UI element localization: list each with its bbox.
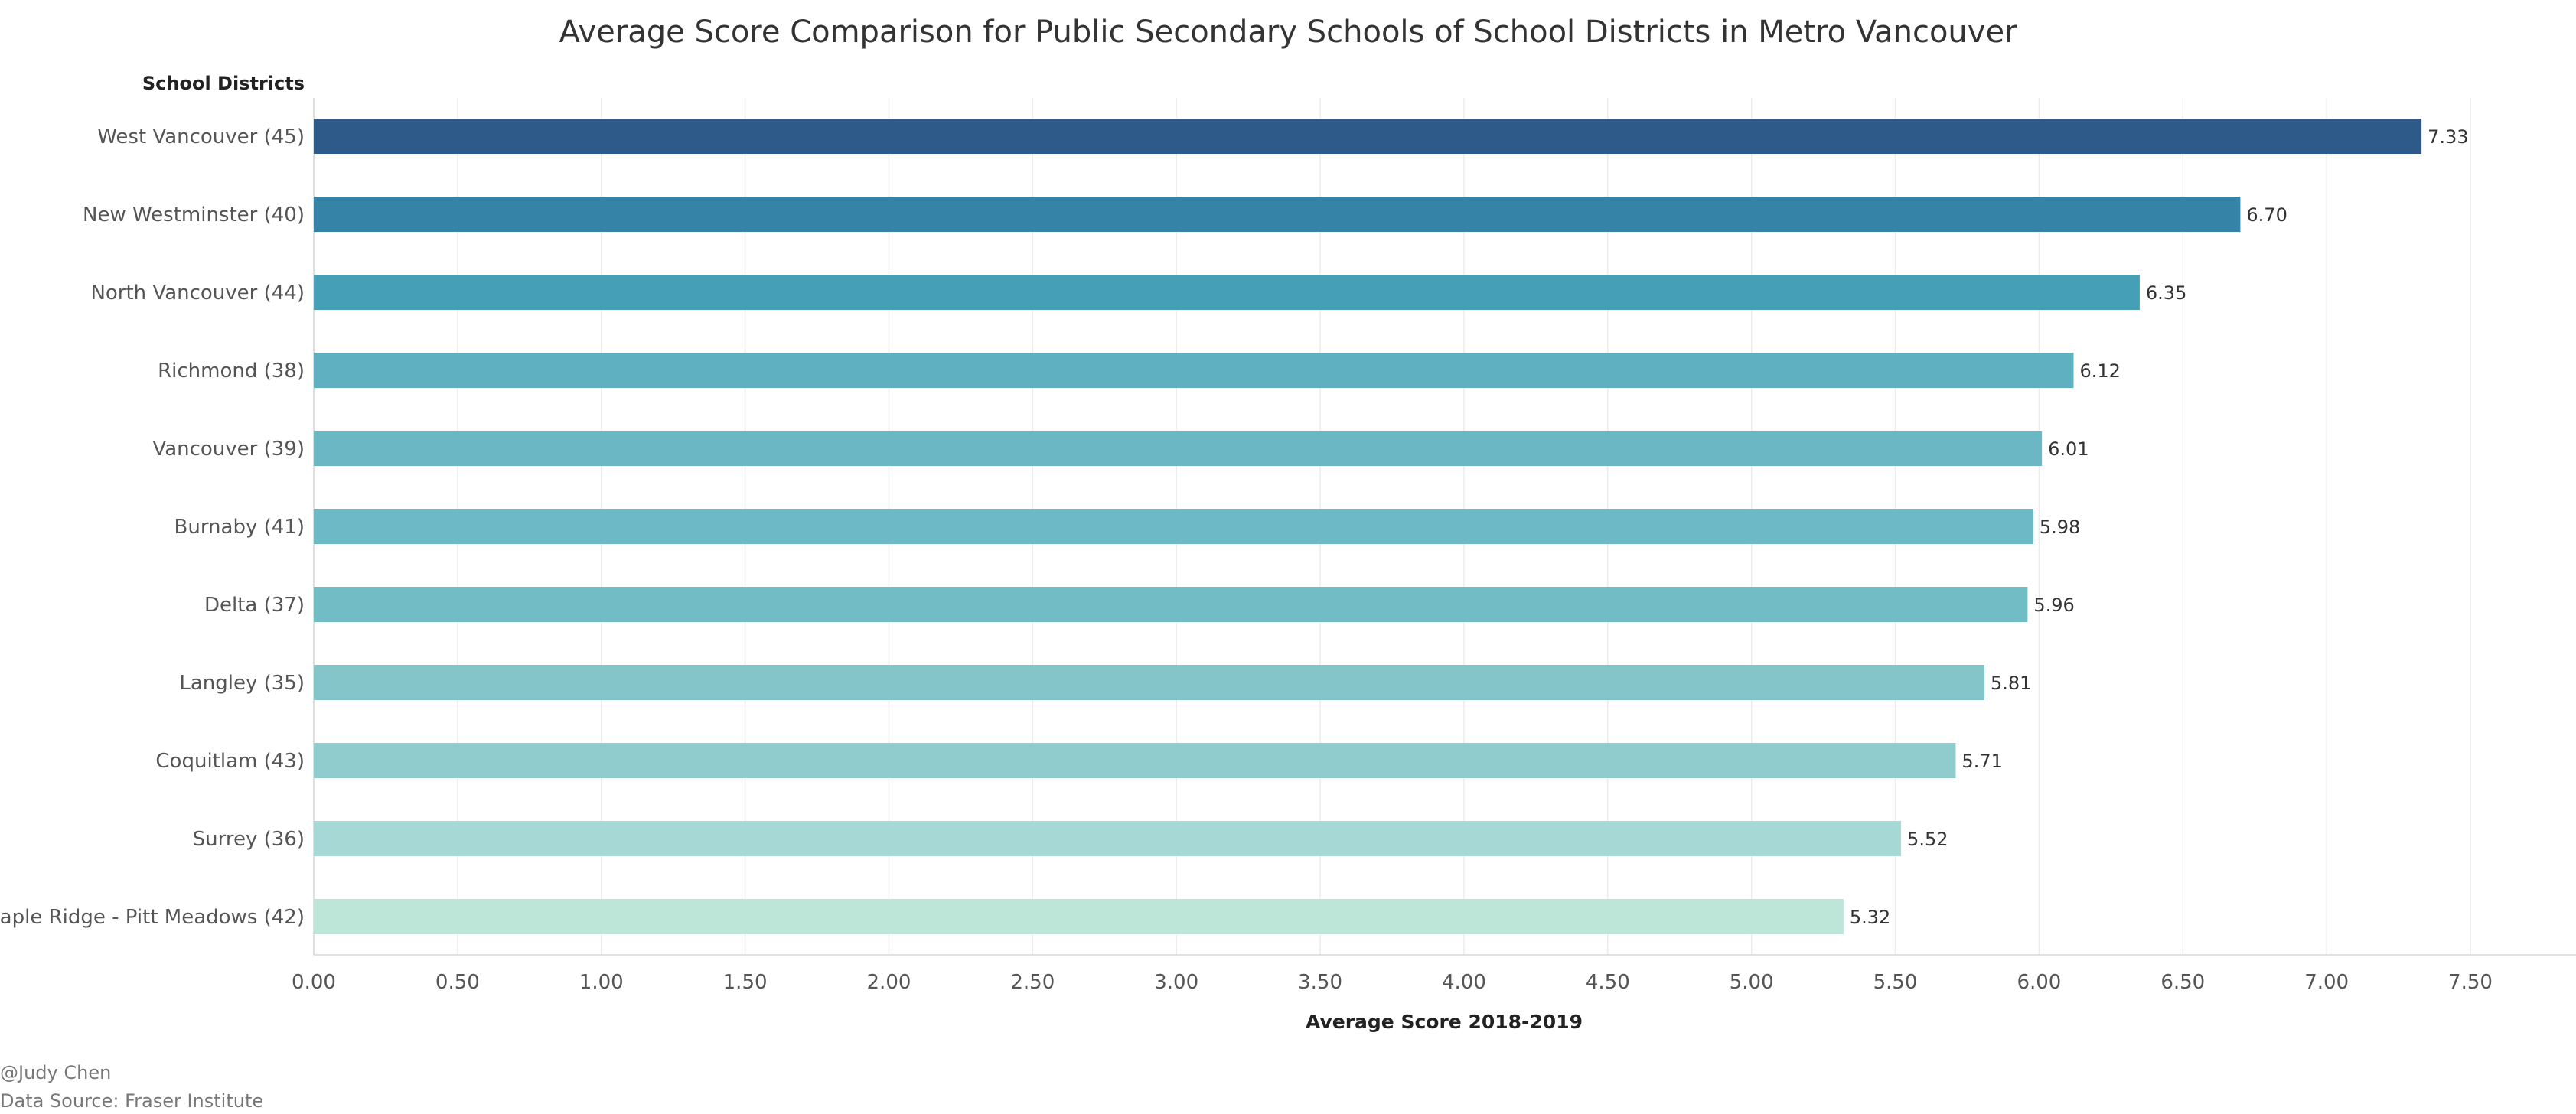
chart-title: Average Score Comparison for Public Seco… — [559, 15, 2017, 50]
bar — [314, 743, 1956, 778]
category-label: New Westminster (40) — [83, 204, 305, 226]
category-label: Surrey (36) — [193, 828, 305, 851]
x-tick-label: 0.50 — [435, 971, 480, 994]
category-label: Delta (37) — [204, 594, 305, 617]
data-source: Data Source: Fraser Institute — [0, 1090, 263, 1112]
x-tick-label: 7.00 — [2304, 971, 2349, 994]
category-header: School Districts — [142, 73, 305, 94]
bar — [314, 275, 2140, 310]
x-tick-label: 3.00 — [1154, 971, 1198, 994]
category-label: Burnaby (41) — [174, 516, 305, 539]
x-tick-label: 1.00 — [579, 971, 624, 994]
value-labels: 7.33 6.70 6.35 6.12 6.01 5.98 5.96 5.81 5.71 5.52… — [1850, 126, 2469, 928]
bar — [314, 821, 1902, 856]
category-label: Richmond (38) — [158, 360, 305, 383]
x-tick-label: 3.50 — [1298, 971, 1342, 994]
category-label: Langley (35) — [179, 672, 305, 695]
bar — [314, 431, 2043, 466]
bar — [314, 899, 1844, 934]
bar — [314, 353, 2074, 388]
bar-value-label: 6.70 — [2246, 204, 2287, 226]
x-tick-label: 6.50 — [2160, 971, 2205, 994]
x-tick-label: 0.00 — [292, 971, 336, 994]
x-tick-label: 7.50 — [2448, 971, 2493, 994]
bars — [314, 119, 2422, 934]
bar-value-label: 5.96 — [2033, 594, 2074, 616]
bar-value-label: 6.35 — [2146, 282, 2186, 304]
x-axis-label: Average Score 2018-2019 — [1306, 1011, 1583, 1033]
category-label: West Vancouver (45) — [97, 125, 305, 148]
bar — [314, 665, 1985, 700]
bar — [314, 587, 2028, 622]
category-label: Coquitlam (43) — [155, 750, 305, 773]
bar-value-label: 5.32 — [1850, 907, 1890, 928]
bar-value-label: 5.71 — [1961, 751, 2002, 772]
bar-value-label: 5.81 — [1991, 673, 2031, 694]
x-tick-label: 4.00 — [1442, 971, 1486, 994]
x-tick-label: 1.50 — [723, 971, 768, 994]
x-tick-label: 2.50 — [1010, 971, 1055, 994]
x-tick-label: 4.50 — [1586, 971, 1630, 994]
bar-value-label: 5.52 — [1907, 829, 1948, 850]
category-label: North Vancouver (44) — [90, 282, 305, 305]
x-tick-label: 5.00 — [1730, 971, 1774, 994]
bar-value-label: 7.33 — [2428, 126, 2468, 148]
author-credit: @Judy Chen — [0, 1062, 111, 1083]
x-tick-label: 5.50 — [1873, 971, 1918, 994]
bar-value-label: 6.12 — [2079, 360, 2120, 382]
category-label: Vancouver (39) — [152, 438, 305, 461]
category-label: Maple Ridge - Pitt Meadows (42) — [0, 906, 305, 929]
bar — [314, 197, 2241, 232]
bar — [314, 119, 2422, 154]
x-tick-label: 2.00 — [867, 971, 911, 994]
bar-value-label: 5.98 — [2040, 516, 2080, 538]
bar — [314, 509, 2033, 544]
x-tick-label: 6.00 — [2017, 971, 2061, 994]
x-axis-ticks: 0.00 0.50 1.00 1.50 2.00 2.50 3.00 3.50 4.00 4.50… — [292, 971, 2493, 994]
bar-value-label: 6.01 — [2048, 438, 2089, 460]
category-labels: West Vancouver (45) New Westminster (40) N… — [0, 125, 305, 929]
